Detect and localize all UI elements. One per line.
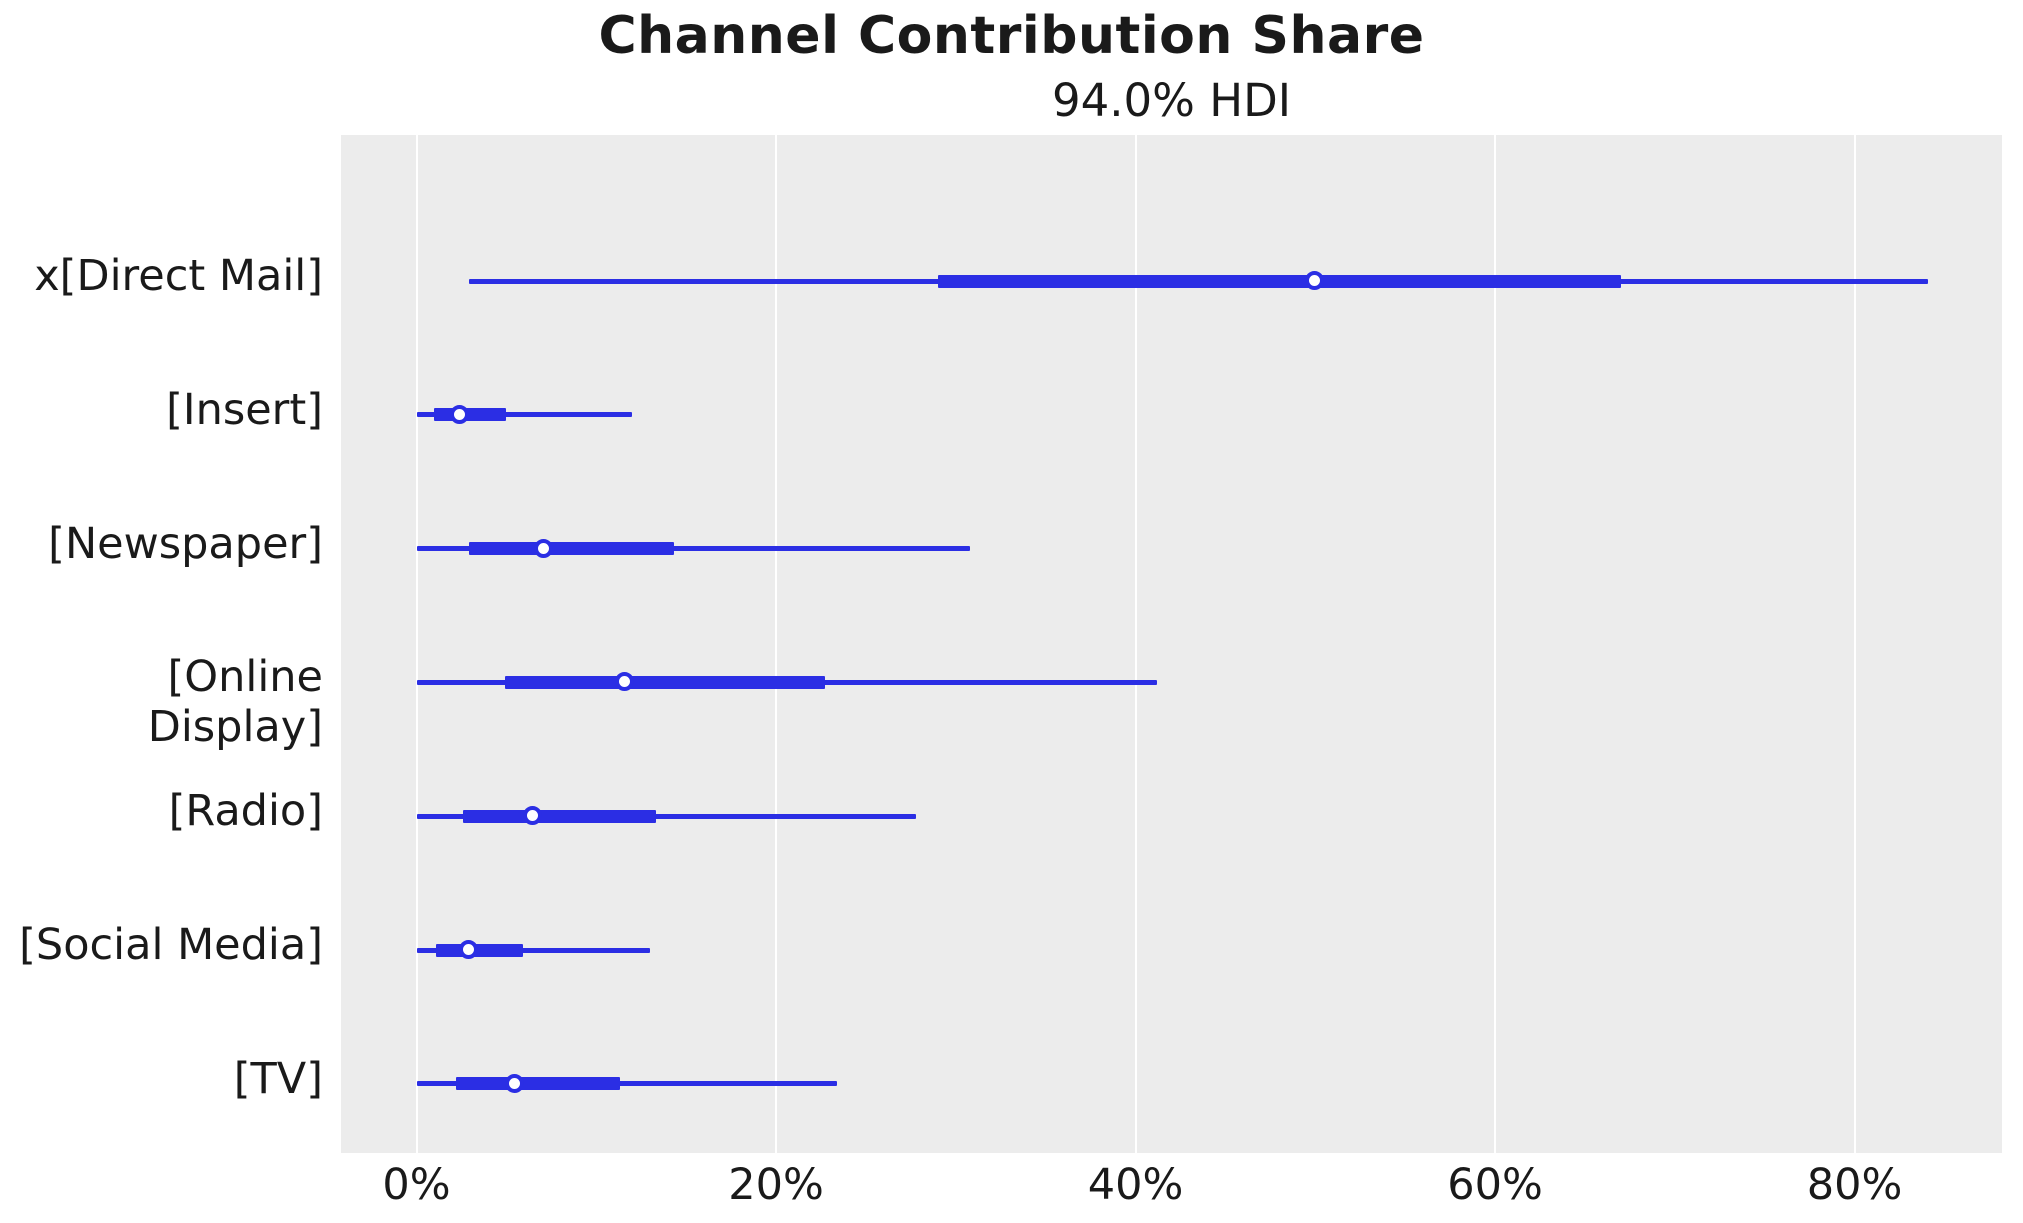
median-marker [505, 1073, 525, 1093]
y-tick-label: [Insert] [166, 384, 323, 435]
y-tick-label: [TV] [233, 1053, 323, 1104]
hdi-band [468, 542, 674, 556]
x-tick-label-0: 0% [382, 1160, 451, 1210]
median-marker [523, 806, 543, 826]
y-tick-label: [Newspaper] [48, 518, 323, 569]
median-marker [1305, 271, 1325, 290]
gridline-40 [1134, 135, 1137, 1153]
hdi-band [434, 408, 507, 422]
hdi-band [463, 809, 656, 823]
hdi-band [937, 274, 1621, 288]
median-marker [615, 672, 635, 692]
hdi-line [416, 546, 971, 552]
hdi-line [416, 412, 633, 418]
x-tick-label-40: 40% [1087, 1160, 1184, 1210]
median-marker [458, 940, 478, 959]
gridline-20 [775, 135, 778, 1153]
hdi-subtitle: 94.0% HDI [1051, 74, 1292, 127]
gridline-0 [415, 135, 418, 1153]
hdi-line [416, 947, 651, 953]
gridline-60 [1494, 135, 1497, 1153]
hdi-band [436, 943, 523, 957]
y-tick-label: [Radio] [168, 786, 323, 837]
hdi-band [504, 675, 825, 689]
median-marker [449, 404, 469, 424]
y-tick-label: [Social Media] [19, 920, 323, 970]
gridline-80 [1853, 135, 1856, 1153]
chart-title: Channel Contribution Share [598, 6, 1425, 66]
x-tick-label-80: 80% [1806, 1160, 1903, 1210]
hdi-line [416, 813, 917, 819]
plot-area [341, 135, 2002, 1153]
x-tick-label-20: 20% [728, 1160, 824, 1210]
y-tick-label: [Online Display] [147, 652, 323, 753]
y-tick-label: x[Direct Mail] [34, 251, 323, 301]
hdi-line [416, 1081, 838, 1087]
median-marker [534, 538, 554, 558]
hdi-band [456, 1077, 620, 1091]
x-tick-label-60: 60% [1447, 1160, 1543, 1210]
